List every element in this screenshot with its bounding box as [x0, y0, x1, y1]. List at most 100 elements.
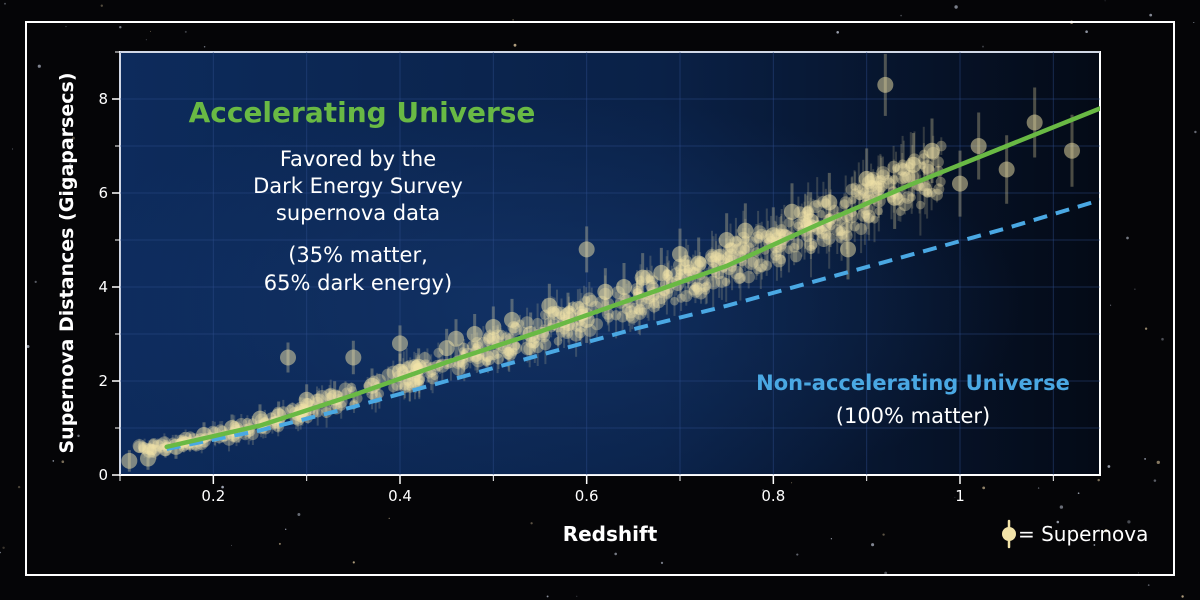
supernova-point	[630, 283, 644, 296]
supernova-point	[571, 322, 582, 332]
supernova-point	[809, 241, 818, 250]
supernova-point	[424, 369, 434, 379]
star	[1110, 304, 1112, 306]
supernova-point	[826, 221, 836, 231]
supernova-point	[875, 180, 888, 193]
supernova-point	[680, 259, 694, 274]
y-tick-label: 2	[98, 372, 108, 390]
supernova-point	[849, 221, 860, 232]
supernova-point	[692, 282, 705, 295]
star	[982, 486, 986, 490]
supernova-point	[532, 317, 543, 329]
supernova-point	[486, 331, 501, 346]
supernova-point	[883, 174, 893, 185]
supernova-point	[574, 327, 586, 339]
supernova-point	[695, 287, 707, 300]
star	[1161, 337, 1164, 341]
supernova-point	[855, 190, 866, 201]
supernova-point	[683, 267, 693, 276]
star	[221, 485, 224, 489]
y-tick-label: 6	[98, 184, 108, 202]
supernova-point	[850, 188, 860, 198]
supernova-point	[704, 252, 717, 266]
supernova-point	[504, 311, 520, 328]
star	[884, 571, 888, 575]
supernova-point	[1064, 142, 1080, 159]
supernova-point	[673, 258, 686, 272]
star	[1137, 572, 1139, 574]
star	[71, 136, 75, 140]
supernova-point	[247, 428, 259, 441]
supernova-point	[790, 250, 802, 263]
supernova-point	[488, 349, 500, 361]
supernova-point	[932, 156, 944, 168]
supernova-point	[854, 184, 864, 193]
supernova-point	[539, 338, 552, 351]
supernova-point	[222, 432, 236, 446]
supernova-point	[857, 208, 871, 222]
star	[900, 14, 902, 17]
supernova-point	[502, 349, 513, 360]
supernova-point	[503, 346, 513, 356]
supernova-point	[780, 228, 789, 237]
supernova-point	[628, 302, 640, 315]
supernova-point	[772, 247, 782, 258]
supernova-point	[648, 300, 660, 313]
supernova-point	[338, 382, 353, 396]
supernova-point	[624, 305, 638, 319]
supernova-point	[839, 196, 852, 208]
star	[1144, 327, 1148, 330]
supernova-point	[616, 310, 629, 323]
star	[388, 517, 390, 520]
supernova-point	[862, 209, 876, 223]
supernova-point	[889, 175, 899, 185]
supernova-point	[902, 170, 916, 184]
star	[1056, 520, 1060, 524]
supernova-point	[530, 340, 539, 349]
supernova-point	[634, 269, 651, 286]
star	[26, 345, 30, 348]
supernova-point	[802, 230, 814, 243]
supernova-point	[392, 335, 408, 352]
supernova-point	[604, 313, 614, 323]
supernova-point	[747, 254, 760, 268]
star	[1093, 544, 1096, 546]
supernova-point	[835, 226, 846, 237]
supernova-point	[485, 318, 502, 335]
supernova-point	[860, 210, 870, 219]
star	[513, 43, 517, 47]
supernova-point	[485, 355, 495, 366]
supernova-point	[855, 192, 864, 201]
supernova-point	[873, 175, 884, 186]
supernova-point	[839, 199, 850, 210]
star	[982, 45, 984, 48]
supernova-point	[863, 213, 874, 224]
star	[830, 538, 833, 540]
star	[1097, 478, 1100, 482]
supernova-point	[793, 218, 804, 230]
supernova-marker-icon	[1002, 519, 1016, 549]
supernova-point	[935, 176, 946, 187]
supernova-point	[736, 241, 750, 255]
supernova-point	[457, 342, 470, 354]
supernova-point	[809, 200, 822, 214]
star	[1104, 0, 1106, 2]
supernova-point	[688, 284, 700, 296]
supernova-point	[870, 215, 879, 224]
supernova-point	[744, 256, 759, 270]
supernova-point	[757, 263, 767, 273]
supernova-point	[791, 238, 804, 251]
supernova-point	[926, 187, 937, 198]
supernova-point	[701, 286, 711, 295]
supernova-point	[585, 294, 598, 308]
supernova-point	[148, 438, 159, 449]
supernova-point	[924, 142, 940, 159]
supernova-point	[582, 295, 591, 304]
supernova-point	[652, 295, 666, 309]
accelerating-mix-line-2: 65% dark energy)	[264, 271, 452, 295]
supernova-point	[670, 296, 679, 306]
non-accelerating-title: Non-accelerating Universe	[756, 371, 1070, 395]
x-tick-label: 0.8	[761, 487, 785, 505]
